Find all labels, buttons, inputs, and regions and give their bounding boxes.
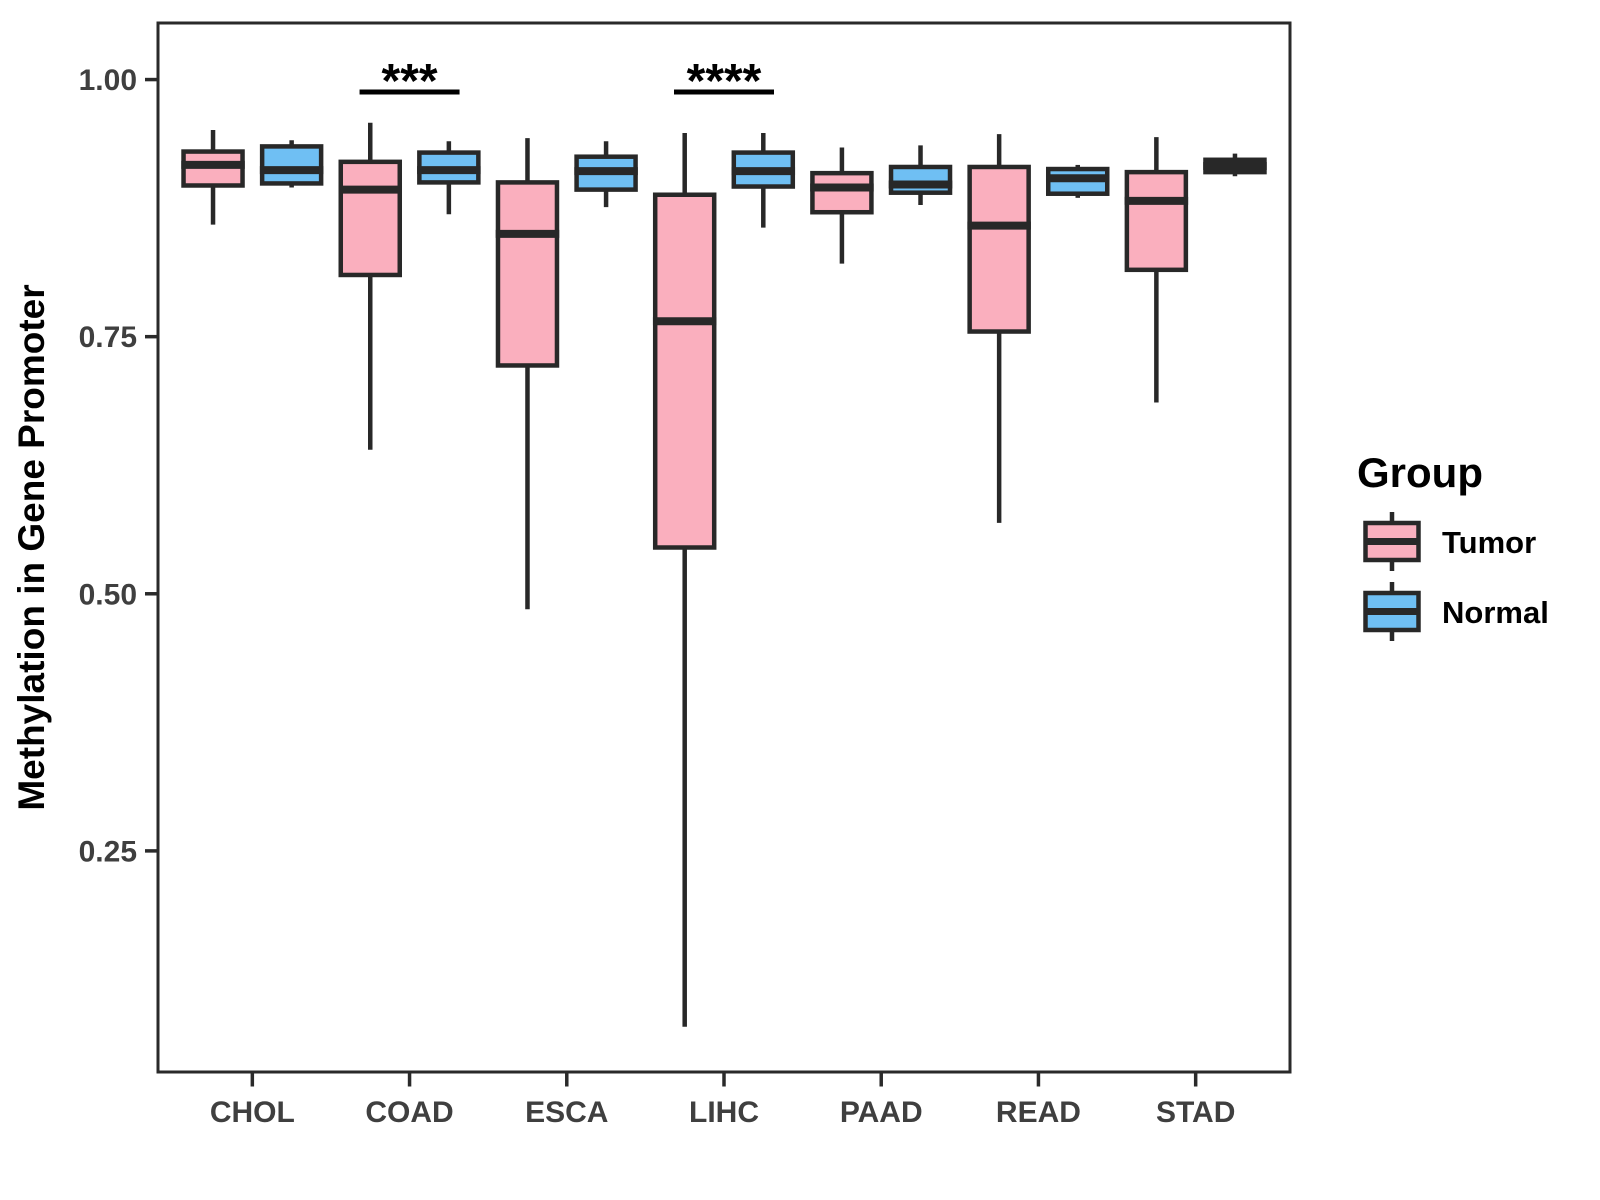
box-tumor-CHOL <box>181 129 245 225</box>
iqr-box-tumor-LIHC <box>652 192 717 550</box>
x-tick-label: CHOL <box>210 1096 295 1129</box>
y-tick-label: 0.50 <box>79 578 137 611</box>
legend-label-tumor: Tumor <box>1442 525 1536 560</box>
legend-key-normal: Normal <box>1363 582 1549 641</box>
iqr-box-tumor-STAD <box>1124 169 1189 273</box>
axis-title-y: Methylation in Gene Promoter <box>11 284 52 810</box>
x-tick-label: COAD <box>365 1096 453 1129</box>
sig-stars-LIHC: **** <box>687 55 762 108</box>
iqr-box-tumor-COAD <box>338 159 403 278</box>
significance-LIHC: **** <box>674 55 774 108</box>
iqr-box-normal-PAAD <box>888 164 953 195</box>
x-tick-label: LIHC <box>689 1096 759 1129</box>
box-normal-STAD <box>1203 153 1267 177</box>
legend: Group <box>1357 449 1483 496</box>
box-tumor-ESCA <box>495 138 560 610</box>
box-normal-PAAD <box>888 145 953 206</box>
box-normal-CHOL <box>259 140 324 188</box>
box-tumor-PAAD <box>810 147 874 264</box>
sig-stars-COAD: *** <box>382 55 438 108</box>
legend-key-tumor: Tumor <box>1363 512 1536 571</box>
iqr-box-tumor-PAAD <box>810 170 874 215</box>
box-tumor-COAD <box>338 122 403 450</box>
box-tumor-STAD <box>1124 137 1189 403</box>
legend-title: Group <box>1357 449 1483 496</box>
box-tumor-LIHC <box>652 133 717 1027</box>
box-normal-LIHC <box>731 133 796 228</box>
iqr-box-normal-CHOL <box>259 144 324 186</box>
x-tick-label: READ <box>996 1096 1081 1129</box>
box-normal-READ <box>1045 164 1110 198</box>
box-tumor-READ <box>967 134 1031 523</box>
x-tick-label: STAD <box>1156 1096 1235 1129</box>
legend-label-normal: Normal <box>1442 595 1549 630</box>
x-tick-label: PAAD <box>840 1096 923 1129</box>
y-tick-label: 0.25 <box>79 835 137 868</box>
iqr-box-tumor-ESCA <box>495 180 560 368</box>
box-normal-COAD <box>417 141 481 215</box>
x-tick-label: ESCA <box>525 1096 608 1129</box>
y-tick-label: 0.75 <box>79 321 137 354</box>
panel-border <box>156 21 1292 1074</box>
significance-COAD: *** <box>359 55 460 108</box>
box-normal-ESCA <box>574 141 638 208</box>
iqr-box-tumor-READ <box>967 164 1031 334</box>
y-tick-label: 1.00 <box>79 64 137 97</box>
